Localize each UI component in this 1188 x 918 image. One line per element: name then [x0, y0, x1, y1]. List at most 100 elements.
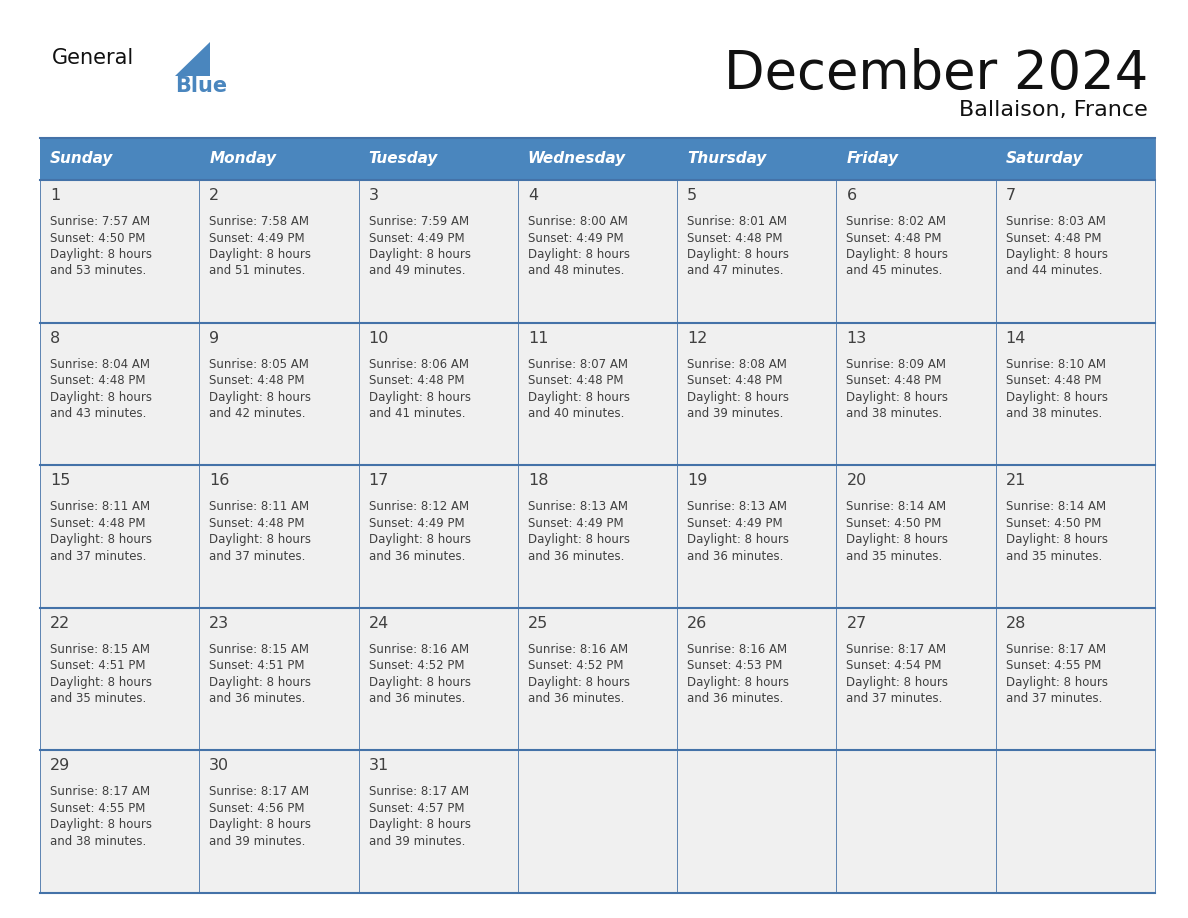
Text: Sunday: Sunday — [50, 151, 113, 166]
Text: Daylight: 8 hours: Daylight: 8 hours — [50, 248, 152, 261]
Text: Sunset: 4:49 PM: Sunset: 4:49 PM — [527, 517, 624, 530]
Text: Blue: Blue — [175, 76, 227, 96]
Text: Daylight: 8 hours: Daylight: 8 hours — [209, 533, 311, 546]
Bar — [40, 322, 1155, 465]
Text: 26: 26 — [687, 616, 707, 631]
Bar — [40, 750, 1155, 893]
Text: Daylight: 8 hours: Daylight: 8 hours — [368, 390, 470, 404]
Text: Sunrise: 8:08 AM: Sunrise: 8:08 AM — [687, 358, 786, 371]
Text: Sunrise: 7:58 AM: Sunrise: 7:58 AM — [209, 215, 309, 228]
Text: Sunrise: 8:14 AM: Sunrise: 8:14 AM — [1006, 500, 1106, 513]
Text: Sunset: 4:48 PM: Sunset: 4:48 PM — [687, 231, 783, 244]
Text: 10: 10 — [368, 330, 388, 345]
Text: Sunrise: 8:09 AM: Sunrise: 8:09 AM — [846, 358, 947, 371]
Text: Sunset: 4:49 PM: Sunset: 4:49 PM — [368, 517, 465, 530]
Text: Thursday: Thursday — [687, 151, 766, 166]
Text: and 41 minutes.: and 41 minutes. — [368, 407, 465, 420]
Text: Sunset: 4:48 PM: Sunset: 4:48 PM — [846, 375, 942, 387]
Text: Sunrise: 8:15 AM: Sunrise: 8:15 AM — [209, 643, 309, 655]
Text: Sunset: 4:48 PM: Sunset: 4:48 PM — [1006, 231, 1101, 244]
Text: 23: 23 — [209, 616, 229, 631]
Text: Sunrise: 8:17 AM: Sunrise: 8:17 AM — [1006, 643, 1106, 655]
Text: Saturday: Saturday — [1006, 151, 1083, 166]
Text: Daylight: 8 hours: Daylight: 8 hours — [1006, 533, 1107, 546]
Text: December 2024: December 2024 — [723, 48, 1148, 100]
Text: 22: 22 — [50, 616, 70, 631]
Text: and 38 minutes.: and 38 minutes. — [846, 407, 943, 420]
Text: Daylight: 8 hours: Daylight: 8 hours — [209, 676, 311, 688]
Text: Daylight: 8 hours: Daylight: 8 hours — [527, 533, 630, 546]
Text: Daylight: 8 hours: Daylight: 8 hours — [687, 390, 789, 404]
Text: and 36 minutes.: and 36 minutes. — [687, 550, 784, 563]
Text: 18: 18 — [527, 473, 549, 488]
Text: Daylight: 8 hours: Daylight: 8 hours — [1006, 390, 1107, 404]
Text: 14: 14 — [1006, 330, 1026, 345]
Text: 31: 31 — [368, 758, 388, 773]
Text: 21: 21 — [1006, 473, 1026, 488]
Text: 7: 7 — [1006, 188, 1016, 203]
Polygon shape — [175, 42, 210, 76]
Text: and 45 minutes.: and 45 minutes. — [846, 264, 943, 277]
Text: 2: 2 — [209, 188, 220, 203]
Text: Wednesday: Wednesday — [527, 151, 626, 166]
Text: Sunrise: 8:17 AM: Sunrise: 8:17 AM — [846, 643, 947, 655]
Text: Daylight: 8 hours: Daylight: 8 hours — [527, 390, 630, 404]
Text: Daylight: 8 hours: Daylight: 8 hours — [368, 533, 470, 546]
Text: Sunset: 4:48 PM: Sunset: 4:48 PM — [687, 375, 783, 387]
Text: Friday: Friday — [846, 151, 898, 166]
Text: Monday: Monday — [209, 151, 277, 166]
Text: Sunset: 4:48 PM: Sunset: 4:48 PM — [1006, 375, 1101, 387]
Text: Daylight: 8 hours: Daylight: 8 hours — [50, 533, 152, 546]
Text: 1: 1 — [50, 188, 61, 203]
Text: Sunrise: 8:06 AM: Sunrise: 8:06 AM — [368, 358, 468, 371]
Text: and 35 minutes.: and 35 minutes. — [846, 550, 943, 563]
Text: and 39 minutes.: and 39 minutes. — [687, 407, 784, 420]
Text: Sunset: 4:49 PM: Sunset: 4:49 PM — [527, 231, 624, 244]
Text: Daylight: 8 hours: Daylight: 8 hours — [1006, 676, 1107, 688]
Text: Sunset: 4:50 PM: Sunset: 4:50 PM — [1006, 517, 1101, 530]
Text: and 43 minutes.: and 43 minutes. — [50, 407, 146, 420]
Text: Sunrise: 8:10 AM: Sunrise: 8:10 AM — [1006, 358, 1106, 371]
Text: Daylight: 8 hours: Daylight: 8 hours — [368, 676, 470, 688]
Text: Sunset: 4:51 PM: Sunset: 4:51 PM — [209, 659, 305, 672]
Text: 16: 16 — [209, 473, 229, 488]
Text: Sunset: 4:48 PM: Sunset: 4:48 PM — [209, 375, 305, 387]
Text: Daylight: 8 hours: Daylight: 8 hours — [368, 819, 470, 832]
Text: Daylight: 8 hours: Daylight: 8 hours — [1006, 248, 1107, 261]
Text: Sunset: 4:55 PM: Sunset: 4:55 PM — [50, 802, 145, 815]
Text: 8: 8 — [50, 330, 61, 345]
Text: Daylight: 8 hours: Daylight: 8 hours — [846, 676, 948, 688]
Text: and 36 minutes.: and 36 minutes. — [527, 692, 624, 705]
Text: Sunrise: 8:05 AM: Sunrise: 8:05 AM — [209, 358, 309, 371]
Text: 13: 13 — [846, 330, 867, 345]
Text: Sunrise: 8:00 AM: Sunrise: 8:00 AM — [527, 215, 627, 228]
Text: Daylight: 8 hours: Daylight: 8 hours — [368, 248, 470, 261]
Text: Sunrise: 8:16 AM: Sunrise: 8:16 AM — [687, 643, 788, 655]
Text: and 36 minutes.: and 36 minutes. — [687, 692, 784, 705]
Text: Sunrise: 8:03 AM: Sunrise: 8:03 AM — [1006, 215, 1106, 228]
Text: Sunrise: 8:02 AM: Sunrise: 8:02 AM — [846, 215, 947, 228]
Text: and 39 minutes.: and 39 minutes. — [209, 834, 305, 848]
Text: Daylight: 8 hours: Daylight: 8 hours — [209, 819, 311, 832]
Text: 3: 3 — [368, 188, 379, 203]
Text: Sunset: 4:55 PM: Sunset: 4:55 PM — [1006, 659, 1101, 672]
Text: and 37 minutes.: and 37 minutes. — [209, 550, 305, 563]
Text: 12: 12 — [687, 330, 708, 345]
Text: and 36 minutes.: and 36 minutes. — [368, 692, 465, 705]
Bar — [40, 180, 1155, 322]
Text: 28: 28 — [1006, 616, 1026, 631]
Text: and 36 minutes.: and 36 minutes. — [368, 550, 465, 563]
Text: Sunset: 4:49 PM: Sunset: 4:49 PM — [368, 231, 465, 244]
Text: 29: 29 — [50, 758, 70, 773]
Text: Daylight: 8 hours: Daylight: 8 hours — [50, 819, 152, 832]
Text: Sunset: 4:48 PM: Sunset: 4:48 PM — [50, 517, 145, 530]
Text: and 53 minutes.: and 53 minutes. — [50, 264, 146, 277]
Text: and 35 minutes.: and 35 minutes. — [1006, 550, 1102, 563]
Text: Sunrise: 8:17 AM: Sunrise: 8:17 AM — [368, 786, 469, 799]
Text: Sunrise: 8:11 AM: Sunrise: 8:11 AM — [209, 500, 309, 513]
Text: Sunrise: 8:16 AM: Sunrise: 8:16 AM — [527, 643, 628, 655]
Text: 30: 30 — [209, 758, 229, 773]
Text: Sunset: 4:53 PM: Sunset: 4:53 PM — [687, 659, 783, 672]
Text: Sunrise: 8:14 AM: Sunrise: 8:14 AM — [846, 500, 947, 513]
Text: 24: 24 — [368, 616, 388, 631]
